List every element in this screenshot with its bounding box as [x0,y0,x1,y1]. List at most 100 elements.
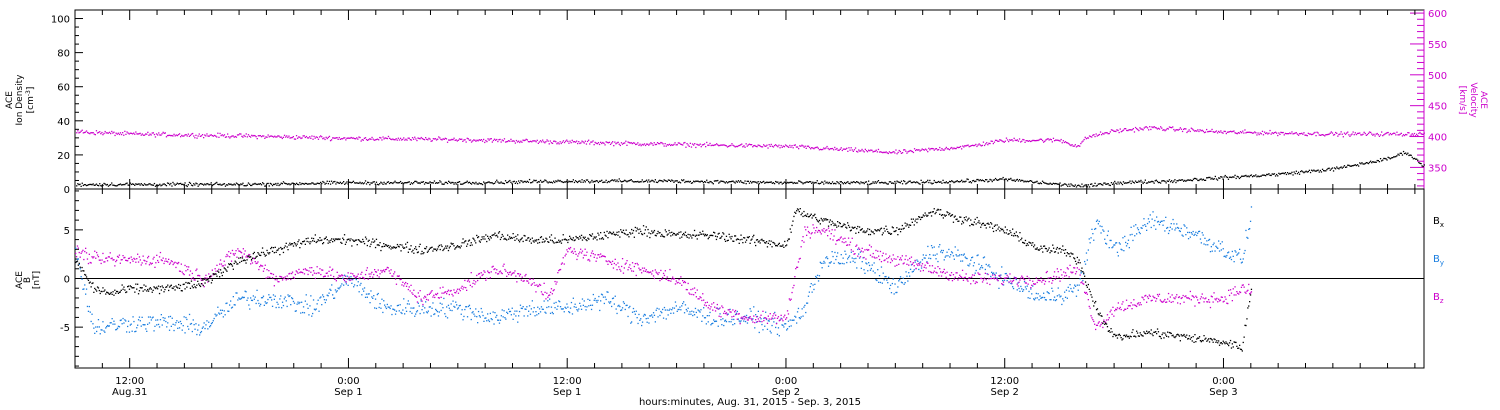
velocity-point [321,136,323,138]
velocity-point [327,136,329,139]
velocity-point [775,144,777,146]
bz-point [1024,282,1027,284]
bz-point [158,256,161,258]
by-point [687,307,689,309]
velocity-point [578,141,580,143]
by-point [125,320,127,322]
by-point [904,282,906,284]
bz-point [563,263,565,265]
density-point [703,181,706,183]
bz-point [774,317,776,319]
velocity-ylabel-line2: Velocity [1468,82,1478,118]
by-point [693,311,695,313]
bz-point [569,246,572,249]
by-point [1057,287,1059,289]
bz-point [659,279,661,282]
density-point [246,184,248,186]
by-point [998,287,1000,289]
density-point [1263,174,1266,176]
bz-point [99,259,101,261]
bz-point [602,255,605,257]
bz-point [592,253,594,255]
by-point [313,308,316,310]
velocity-point [102,134,104,136]
by-point [339,286,341,289]
bz-point [777,316,780,318]
by-point [1075,295,1078,297]
velocity-point [1140,128,1142,130]
bz-point [795,268,797,270]
by-point [240,298,242,300]
velocity-point [1092,134,1094,136]
bz-point [130,256,132,258]
bz-point [775,314,777,316]
velocity-point [1197,129,1199,131]
by-point [802,315,804,317]
velocity-point [474,139,476,141]
velocity-point [580,142,582,144]
by-point [1175,227,1177,229]
velocity-point [1167,128,1169,130]
bz-point [356,275,358,277]
density-point [83,184,86,186]
velocity-point [113,131,115,133]
by-point [429,306,431,308]
density-point [460,183,462,185]
density-point [582,181,584,183]
bz-point [510,274,512,276]
density-point [707,181,709,184]
by-point [1182,235,1184,237]
by-point [880,266,883,268]
density-point [1353,164,1355,166]
bz-point [941,271,944,274]
velocity-point [545,141,547,143]
density-point [407,181,409,183]
density-point [1366,162,1369,164]
bz-point [920,265,923,267]
velocity-point [497,140,499,143]
velocity-point [618,143,620,145]
bz-point [943,268,945,271]
density-point [1214,175,1216,178]
by-point [256,289,258,291]
bz-point [977,272,979,274]
velocity-point [693,144,695,146]
bz-point [1040,277,1042,279]
by-point [705,323,707,325]
density-point [526,180,528,182]
density-point [228,183,230,185]
density-point [1055,182,1057,185]
density-point [204,183,206,185]
velocity-point [473,139,475,141]
density-point [942,179,944,181]
density-point [450,182,452,184]
by-point [435,308,437,311]
velocity-point [152,132,154,134]
velocity-point [706,141,708,144]
density-point [676,180,678,182]
bz-point [392,275,394,277]
by-point [844,250,846,252]
density-point [1005,178,1008,180]
velocity-point [1161,127,1163,129]
by-point [157,323,160,326]
bz-point [1087,299,1089,301]
bz-point [879,250,882,253]
bz-point [413,289,415,291]
density-point [786,182,788,184]
density-point [464,182,466,184]
density-point [316,182,318,184]
velocity-point [1402,134,1405,136]
bz-point [121,259,123,261]
velocity-point [956,146,958,148]
density-point [1086,186,1089,188]
velocity-point [1330,131,1332,133]
density-point [304,182,306,185]
by-point [831,251,833,253]
bz-point [654,269,656,271]
bz-point [703,304,706,306]
by-point [317,299,319,301]
bz-point [141,262,143,264]
velocity-point [208,135,210,137]
velocity-point [1251,132,1254,134]
